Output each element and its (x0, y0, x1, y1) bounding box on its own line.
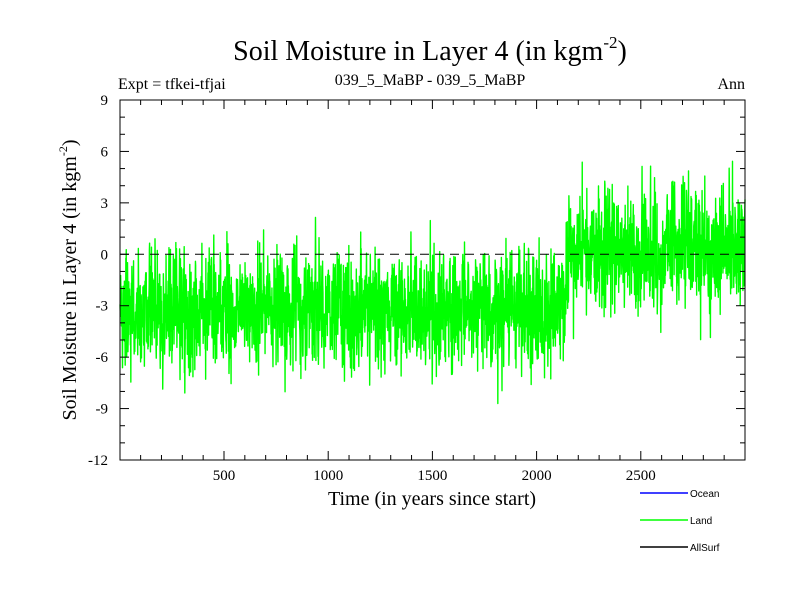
y-axis-label: Soil Moisture in Layer 4 (in kgm-2) (56, 139, 81, 420)
y-tick-label: 6 (101, 144, 109, 160)
y-tick-label: -12 (88, 453, 108, 469)
period-label: 039_5_MaBP - 039_5_MaBP (335, 72, 526, 89)
y-tick-label: 3 (101, 196, 109, 212)
x-tick-label: 1500 (417, 468, 447, 484)
legend-label-allsurf: AllSurf (690, 543, 720, 554)
x-tick-label: 2500 (626, 468, 656, 484)
land-series-line (119, 160, 746, 405)
x-tick-label: 2000 (522, 468, 552, 484)
chart-title: Soil Moisture in Layer 4 (in kgm-2) (233, 33, 627, 67)
season-label: Ann (717, 76, 745, 93)
y-tick-label: -3 (96, 299, 109, 315)
legend-label-land: Land (690, 516, 712, 527)
y-tick-label: -9 (96, 402, 109, 418)
legend-label-ocean: Ocean (690, 489, 719, 500)
y-tick-label: 0 (101, 247, 109, 263)
x-axis-label: Time (in years since start) (328, 488, 536, 510)
experiment-label: Expt = tfkei-tfjai (118, 76, 226, 93)
x-tick-label: 500 (213, 468, 236, 484)
series-layer (119, 160, 746, 405)
y-tick-label: -6 (96, 350, 109, 366)
y-tick-label: 9 (101, 93, 109, 109)
legend: Ocean Land AllSurf (640, 489, 720, 554)
axes-layer: 500 1000 1500 2000 2500 9 6 3 0 -3 -6 -9 -12 (88, 93, 746, 484)
x-tick-label: 1000 (313, 468, 343, 484)
